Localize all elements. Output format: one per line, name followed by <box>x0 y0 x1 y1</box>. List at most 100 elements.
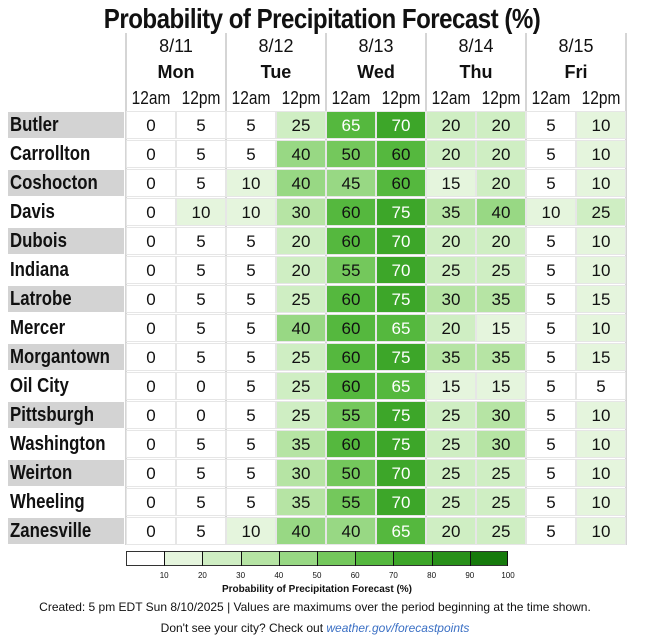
precip-cell: 25 <box>426 459 476 487</box>
legend-tick <box>355 551 357 566</box>
precip-cell: 10 <box>576 227 626 255</box>
precip-cell: 10 <box>576 401 626 429</box>
precip-cell: 60 <box>376 140 426 168</box>
precip-cell: 10 <box>576 169 626 197</box>
period-header: 12pm <box>281 88 321 108</box>
precip-cell: 5 <box>226 111 276 139</box>
precip-cell: 5 <box>526 517 576 545</box>
precip-cell: 60 <box>326 430 376 458</box>
precip-cell: 5 <box>176 430 226 458</box>
precip-cell: 55 <box>326 256 376 284</box>
precip-cell: 10 <box>226 517 276 545</box>
legend-swatch <box>164 551 203 566</box>
precip-cell: 25 <box>276 111 326 139</box>
precip-cell: 0 <box>126 430 176 458</box>
legend-swatch <box>126 551 165 566</box>
precip-cell: 10 <box>576 256 626 284</box>
city-name: Carrollton <box>10 143 91 165</box>
city-label: Wheeling <box>8 489 124 515</box>
precip-cell: 5 <box>526 111 576 139</box>
precip-cell: 0 <box>176 401 226 429</box>
precip-cell: 60 <box>326 285 376 313</box>
legend-swatch <box>469 551 509 566</box>
period-header: 12am <box>531 88 571 108</box>
day-name-header: Wed <box>357 62 395 82</box>
precip-cell: 20 <box>426 227 476 255</box>
precip-cell: 10 <box>576 517 626 545</box>
precip-cell: 40 <box>476 198 526 226</box>
precip-cell: 30 <box>276 198 326 226</box>
precip-cell: 30 <box>476 430 526 458</box>
legend-tick-label: 20 <box>197 571 207 580</box>
precip-cell: 0 <box>126 140 176 168</box>
city-lookup-note: Don't see your city? Check out weather.g… <box>0 621 630 635</box>
period-header: 12am <box>331 88 371 108</box>
chart-title: Probability of Precipitation Forecast (%… <box>103 3 541 34</box>
period-header: 12am <box>431 88 471 108</box>
precip-cell: 60 <box>326 372 376 400</box>
precip-cell: 40 <box>276 517 326 545</box>
precip-cell: 15 <box>426 372 476 400</box>
precip-cell: 10 <box>576 111 626 139</box>
city-name: Washington <box>10 433 106 455</box>
period-header: 12pm <box>481 88 521 108</box>
precip-cell: 0 <box>126 517 176 545</box>
precip-cell: 0 <box>126 256 176 284</box>
precip-cell: 5 <box>176 343 226 371</box>
precip-cell: 5 <box>526 430 576 458</box>
precip-cell: 60 <box>376 169 426 197</box>
precip-cell: 0 <box>126 314 176 342</box>
precip-cell: 5 <box>576 372 626 400</box>
city-label: Oil City <box>8 373 124 399</box>
precip-cell: 10 <box>576 459 626 487</box>
precip-cell: 25 <box>476 517 526 545</box>
period-header: 12pm <box>181 88 221 108</box>
city-name: Mercer <box>10 317 66 339</box>
legend-tick <box>164 551 166 566</box>
precip-cell: 50 <box>326 140 376 168</box>
precip-cell: 25 <box>426 401 476 429</box>
precip-cell: 5 <box>176 517 226 545</box>
precip-cell: 5 <box>226 256 276 284</box>
precip-cell: 5 <box>226 430 276 458</box>
precip-cell: 75 <box>376 343 426 371</box>
city-label: Coshocton <box>8 170 124 196</box>
precip-cell: 0 <box>126 343 176 371</box>
precip-cell: 5 <box>176 140 226 168</box>
precip-cell: 10 <box>576 430 626 458</box>
precip-cell: 5 <box>226 314 276 342</box>
precip-cell: 55 <box>326 488 376 516</box>
city-label: Pittsburgh <box>8 402 124 428</box>
precip-cell: 5 <box>176 314 226 342</box>
precip-cell: 0 <box>126 285 176 313</box>
precip-cell: 15 <box>476 372 526 400</box>
legend-swatch <box>431 551 471 566</box>
precip-cell: 20 <box>476 169 526 197</box>
precip-cell: 25 <box>476 256 526 284</box>
precip-cell: 30 <box>426 285 476 313</box>
precip-cell: 0 <box>126 488 176 516</box>
legend-tick-label: 50 <box>312 571 322 580</box>
city-name: Wheeling <box>10 491 85 513</box>
forecastpoints-link[interactable]: weather.gov/forecastpoints <box>326 621 470 635</box>
legend-swatch <box>317 551 356 566</box>
precip-cell: 10 <box>576 488 626 516</box>
legend-tick <box>278 551 280 566</box>
precip-cell: 30 <box>276 459 326 487</box>
precip-cell: 10 <box>226 198 276 226</box>
precip-cell: 0 <box>126 227 176 255</box>
day-name-header: Tue <box>260 62 292 82</box>
city-label: Butler <box>8 112 124 138</box>
precip-cell: 5 <box>176 169 226 197</box>
precip-cell: 45 <box>326 169 376 197</box>
precip-cell: 70 <box>376 459 426 487</box>
precip-cell: 25 <box>276 372 326 400</box>
period-header: 12am <box>131 88 171 108</box>
precip-cell: 75 <box>376 198 426 226</box>
day-name-header: Mon <box>157 62 195 82</box>
precip-cell: 20 <box>426 314 476 342</box>
legend-title: Probability of Precipitation Forecast (%… <box>221 584 413 595</box>
city-label: Davis <box>8 199 124 225</box>
precip-cell: 50 <box>326 459 376 487</box>
legend-swatch <box>278 551 318 566</box>
